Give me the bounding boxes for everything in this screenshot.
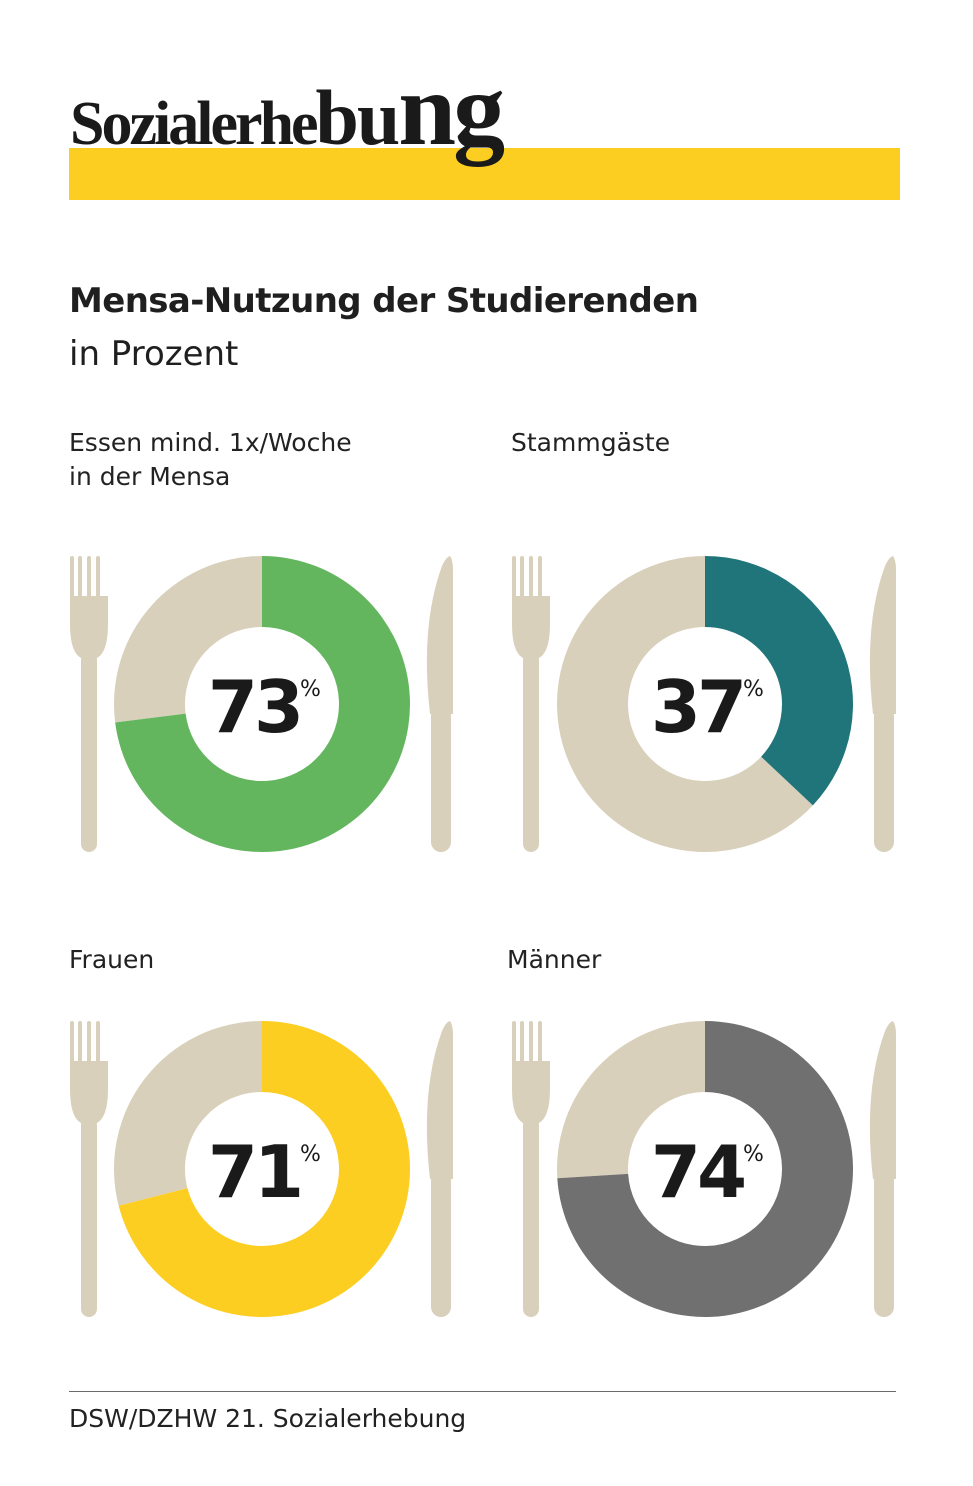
panel-label-regulars: Stammgäste: [511, 428, 671, 457]
knife-blade: [426, 1021, 453, 1179]
unit-label: %: [743, 677, 764, 702]
plate-chart-1: 73%: [70, 556, 453, 852]
chart-title: Mensa-Nutzung der Studierenden: [69, 281, 699, 321]
fork-tine: [96, 1021, 100, 1065]
knife-handle: [874, 706, 894, 852]
fork-handle: [523, 1117, 539, 1317]
value-label: 73: [208, 665, 300, 749]
fork-tine: [520, 556, 524, 600]
donut-slice-value: [118, 1021, 411, 1317]
fork-tine: [520, 1021, 524, 1065]
fork-handle: [81, 1117, 97, 1317]
fork-tine: [512, 1021, 516, 1065]
fork-head: [70, 596, 108, 658]
knife-blade: [426, 556, 453, 714]
logo-bar-fill: [69, 148, 900, 200]
logo-part-1: Sozialerhe: [70, 90, 318, 158]
fork-tine: [512, 556, 516, 600]
donut-slice-value: [705, 556, 854, 806]
knife-blade: [869, 1021, 896, 1179]
fork-handle: [81, 652, 97, 852]
logo-bar: [69, 148, 900, 200]
donut-slice-rest: [557, 1021, 705, 1179]
plate-chart-2: 37%: [512, 556, 896, 852]
unit-label: %: [300, 677, 321, 702]
fork-tine: [70, 1021, 74, 1065]
knife-handle: [431, 706, 451, 852]
donut-slice-value: [557, 1021, 853, 1318]
fork-head: [70, 1061, 108, 1123]
fork-tine: [87, 1021, 91, 1065]
fork-tine: [78, 1021, 82, 1065]
logo-part-2: bu: [315, 74, 401, 161]
donut-slice-rest: [114, 556, 262, 723]
panel-label-men: Männer: [507, 945, 602, 974]
fork-tine: [70, 556, 74, 600]
fork-head: [512, 1061, 550, 1123]
fork-head: [512, 596, 550, 658]
plate-chart-4: 74%: [512, 1021, 896, 1318]
donut-slice-rest: [557, 556, 813, 852]
fork-tine: [529, 1021, 533, 1065]
knife-handle: [431, 1171, 451, 1317]
donut-slice-rest: [114, 1021, 262, 1206]
fork-tine: [87, 556, 91, 600]
unit-label: %: [300, 1142, 321, 1167]
chart-subtitle: in Prozent: [69, 334, 239, 374]
plate-chart-3: 71%: [70, 1021, 453, 1317]
fork-handle: [523, 652, 539, 852]
panel-label-women: Frauen: [69, 945, 155, 974]
panel-label-weekly: Essen mind. 1x/Woche in der Mensa: [69, 428, 352, 491]
logo-part-3: ng: [398, 52, 505, 167]
value-label: 71: [208, 1130, 300, 1214]
fork-tine: [78, 556, 82, 600]
value-label: 74: [651, 1130, 744, 1214]
knife-blade: [869, 556, 896, 714]
knife-handle: [874, 1171, 894, 1317]
fork-tine: [529, 556, 533, 600]
value-label: 37: [651, 665, 743, 749]
logo: Sozialerhebung: [70, 58, 505, 162]
source-note: DSW/DZHW 21. Sozialerhebung: [69, 1404, 467, 1433]
fork-tine: [538, 1021, 542, 1065]
unit-label: %: [743, 1142, 764, 1167]
fork-tine: [538, 556, 542, 600]
donut-slice-value: [115, 556, 410, 852]
footer-divider: [69, 1391, 896, 1392]
fork-tine: [96, 556, 100, 600]
